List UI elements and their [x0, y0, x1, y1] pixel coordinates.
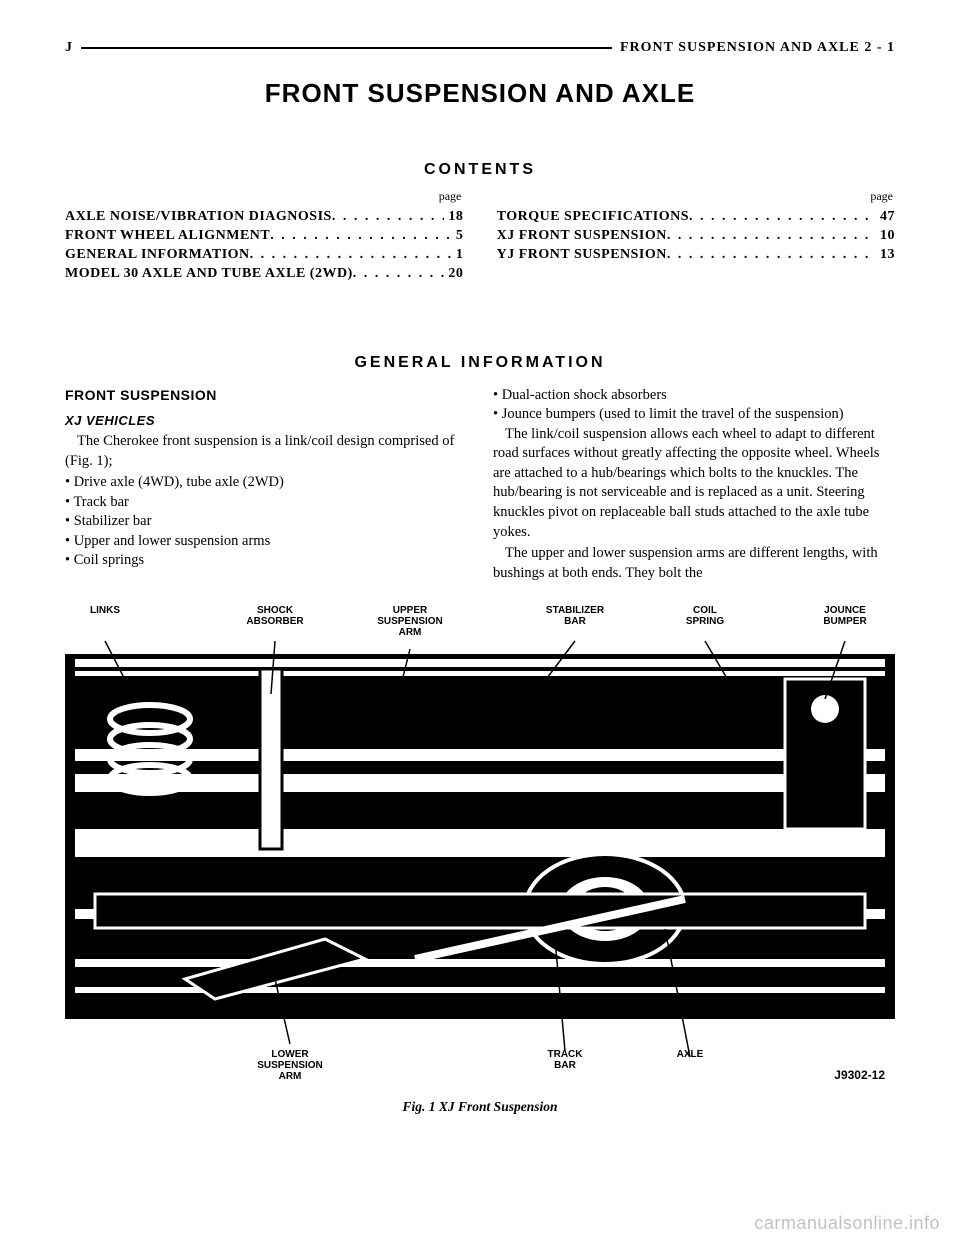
page-label-row: page page: [65, 189, 895, 204]
toc-entry: TORQUE SPECIFICATIONS 47: [497, 208, 895, 227]
callout-label: SUSPENSION: [257, 1060, 323, 1071]
section-title: GENERAL INFORMATION: [65, 354, 895, 372]
page-word-right: page: [497, 189, 895, 204]
bullet-item: Upper and lower suspension arms: [65, 532, 467, 552]
callout-label: BAR: [554, 1060, 576, 1071]
bullet-item: Dual-action shock absorbers: [493, 386, 895, 406]
figure-illustration: LINKSSHOCKABSORBERUPPERSUSPENSIONARMSTAB…: [65, 599, 895, 1089]
toc-label: AXLE NOISE/VIBRATION DIAGNOSIS: [65, 208, 332, 227]
toc-label: XJ FRONT SUSPENSION: [497, 227, 667, 246]
toc-right-column: TORQUE SPECIFICATIONS47XJ FRONT SUSPENSI…: [497, 208, 895, 284]
callout-label: TRACK: [548, 1049, 584, 1060]
bullet-item: Jounce bumpers (used to limit the travel…: [493, 405, 895, 425]
toc-dots: [667, 227, 876, 246]
body-text: FRONT SUSPENSION XJ VEHICLES The Cheroke…: [65, 386, 895, 584]
toc-label: MODEL 30 AXLE AND TUBE AXLE (2WD): [65, 265, 353, 284]
callout-label: STABILIZER: [546, 605, 605, 616]
bullet-item: Track bar: [65, 493, 467, 513]
callout-label: ABSORBER: [246, 616, 304, 627]
page-word-left: page: [65, 189, 463, 204]
toc-left-column: AXLE NOISE/VIBRATION DIAGNOSIS18FRONT WH…: [65, 208, 463, 284]
toc-page: 18: [444, 208, 463, 227]
toc-page: 20: [444, 265, 463, 284]
callout-label: BUMPER: [823, 616, 867, 627]
toc-entry: AXLE NOISE/VIBRATION DIAGNOSIS 18: [65, 208, 463, 227]
toc-entry: XJ FRONT SUSPENSION 10: [497, 227, 895, 246]
paragraph-2: The upper and lower suspension arms are …: [493, 544, 895, 583]
toc-entry: MODEL 30 AXLE AND TUBE AXLE (2WD) 20: [65, 265, 463, 284]
toc-dots: [270, 227, 452, 246]
header-rule: [81, 47, 612, 49]
callout-label: JOUNCE: [824, 605, 866, 616]
toc-entry: FRONT WHEEL ALIGNMENT 5: [65, 227, 463, 246]
main-title: FRONT SUSPENSION AND AXLE: [65, 78, 895, 109]
toc-dots: [250, 246, 452, 265]
callout-label: ARM: [399, 627, 422, 638]
header-left: J: [65, 40, 73, 56]
suspension-diagram-svg: LINKSSHOCKABSORBERUPPERSUSPENSIONARMSTAB…: [65, 599, 895, 1089]
paragraph-1: The link/coil suspension allows each whe…: [493, 425, 895, 542]
callout-label: LINKS: [90, 605, 120, 616]
toc-dots: [353, 265, 445, 284]
callout-label: LOWER: [271, 1049, 309, 1060]
header-right: FRONT SUSPENSION AND AXLE 2 - 1: [620, 40, 895, 56]
bullet-item: Coil springs: [65, 551, 467, 571]
callout-label: SHOCK: [257, 605, 294, 616]
toc-entry: YJ FRONT SUSPENSION 13: [497, 246, 895, 265]
page-header: J FRONT SUSPENSION AND AXLE 2 - 1: [65, 40, 895, 56]
toc-entry: GENERAL INFORMATION 1: [65, 246, 463, 265]
figure-ref: J9302-12: [834, 1068, 885, 1082]
toc-dots: [689, 208, 876, 227]
toc-label: GENERAL INFORMATION: [65, 246, 250, 265]
intro-paragraph: The Cherokee front suspension is a link/…: [65, 432, 467, 471]
figure-1: LINKSSHOCKABSORBERUPPERSUSPENSIONARMSTAB…: [65, 599, 895, 1115]
toc-page: 13: [876, 246, 895, 265]
toc-page: 1: [452, 246, 464, 265]
toc-label: TORQUE SPECIFICATIONS: [497, 208, 689, 227]
toc-page: 5: [452, 227, 464, 246]
callout-label: SUSPENSION: [377, 616, 443, 627]
bullet-item: Stabilizer bar: [65, 512, 467, 532]
callout-label: SPRING: [686, 616, 725, 627]
watermark: carmanualsonline.info: [754, 1213, 940, 1234]
toc-page: 47: [876, 208, 895, 227]
callout-label: COIL: [693, 605, 717, 616]
subhead-front-suspension: FRONT SUSPENSION: [65, 386, 467, 405]
subhead-xj-vehicles: XJ VEHICLES: [65, 412, 467, 430]
toc-label: FRONT WHEEL ALIGNMENT: [65, 227, 270, 246]
toc-dots: [332, 208, 445, 227]
callout-label: UPPER: [393, 605, 428, 616]
contents-heading: CONTENTS: [65, 161, 895, 179]
figure-caption: Fig. 1 XJ Front Suspension: [65, 1099, 895, 1115]
bullet-item: Drive axle (4WD), tube axle (2WD): [65, 473, 467, 493]
callout-label: AXLE: [677, 1049, 704, 1060]
toc-page: 10: [876, 227, 895, 246]
callout-label: ARM: [279, 1071, 302, 1082]
toc-dots: [667, 246, 876, 265]
table-of-contents: AXLE NOISE/VIBRATION DIAGNOSIS18FRONT WH…: [65, 208, 895, 284]
toc-label: YJ FRONT SUSPENSION: [497, 246, 667, 265]
callout-label: BAR: [564, 616, 586, 627]
